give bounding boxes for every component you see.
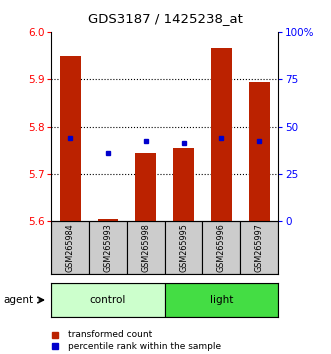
Bar (165, 283, 278, 317)
Bar (135, 153, 156, 221)
Text: GSM265984: GSM265984 (66, 223, 75, 272)
Bar (240, 221, 278, 274)
Bar (60, 56, 80, 221)
Text: GDS3187 / 1425238_at: GDS3187 / 1425238_at (88, 12, 243, 25)
Bar (249, 81, 269, 221)
Text: percentile rank within the sample: percentile rank within the sample (68, 342, 221, 351)
Text: light: light (210, 295, 233, 305)
Bar (203, 221, 240, 274)
Bar (51, 221, 89, 274)
Bar (173, 148, 194, 221)
Bar (165, 221, 203, 274)
Bar (98, 219, 118, 221)
Bar (127, 221, 165, 274)
Text: GSM265993: GSM265993 (104, 223, 113, 272)
Bar (89, 221, 127, 274)
Bar (51, 283, 165, 317)
Text: GSM265995: GSM265995 (179, 223, 188, 272)
Text: GSM265998: GSM265998 (141, 223, 150, 272)
Text: transformed count: transformed count (68, 330, 152, 339)
Bar (211, 48, 232, 221)
Text: agent: agent (3, 295, 33, 305)
Text: control: control (90, 295, 126, 305)
Text: GSM265996: GSM265996 (217, 223, 226, 272)
Text: GSM265997: GSM265997 (255, 223, 264, 272)
